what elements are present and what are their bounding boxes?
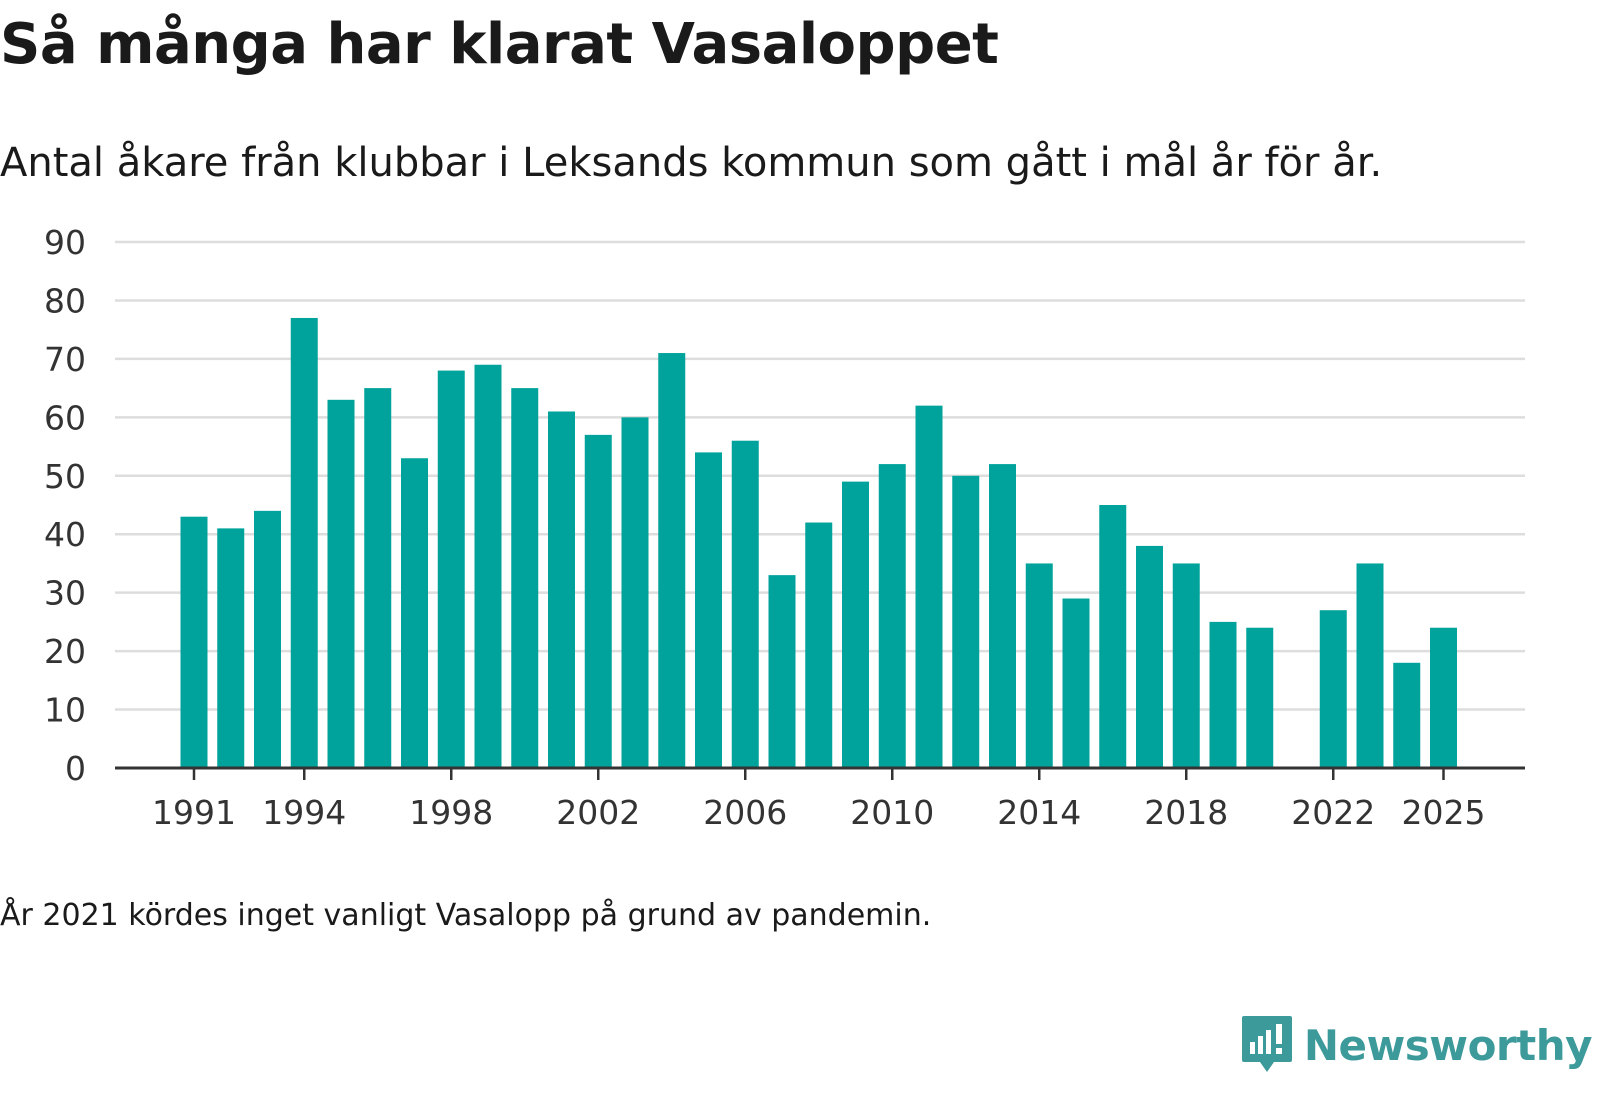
y-axis-ticks: 0 10 20 30 40 50 60 70 80 90	[44, 223, 86, 788]
x-tick-label: 2010	[850, 793, 934, 832]
y-tick-label: 10	[44, 691, 86, 730]
bar-2025	[1430, 627, 1457, 768]
x-tick-label: 2014	[997, 793, 1081, 832]
bar-2020	[1246, 627, 1274, 768]
bar-1991	[180, 516, 208, 768]
y-tick-label: 70	[44, 340, 86, 379]
bar-2007	[768, 575, 796, 768]
bar-2015	[1062, 598, 1090, 768]
y-tick-label: 50	[44, 457, 86, 496]
chart-subtitle: Antal åkare från klubbar i Leksands komm…	[0, 140, 1383, 186]
bar-2005	[695, 452, 722, 768]
footnote: År 2021 kördes inget vanligt Vasalopp på…	[0, 898, 932, 933]
y-tick-label: 40	[44, 515, 86, 554]
x-axis-ticks: 1991 1994 1998 2002 2006 2010 2014 2018 2022 2025	[152, 768, 1485, 832]
y-tick-label: 0	[65, 749, 86, 788]
bar-2014	[1025, 563, 1053, 768]
x-tick-label: 2025	[1402, 793, 1486, 832]
bar-2002	[584, 434, 612, 768]
y-tick-label: 60	[44, 398, 86, 437]
y-tick-label: 80	[44, 281, 86, 320]
bar-2009	[842, 481, 869, 768]
bar-1995	[327, 399, 355, 768]
bar-2016	[1099, 505, 1127, 768]
bar-1997	[401, 458, 428, 768]
bar-2011	[915, 405, 943, 768]
bar-2013	[989, 464, 1016, 768]
bar-2003	[621, 417, 649, 768]
bar-2010	[878, 464, 906, 768]
bar-2001	[548, 411, 575, 768]
chart-title: Så många har klarat Vasaloppet	[0, 12, 999, 77]
newsworthy-icon	[1241, 1016, 1292, 1072]
x-tick-label: 2002	[556, 793, 640, 832]
y-tick-label: 90	[44, 223, 86, 262]
bar-2024	[1393, 662, 1421, 768]
x-tick-label: 2006	[703, 793, 787, 832]
bar-2000	[511, 388, 539, 768]
bar-2006	[731, 440, 759, 768]
x-tick-label: 1994	[262, 793, 346, 832]
bar-2018	[1172, 563, 1200, 768]
bar-1992	[217, 528, 245, 768]
newsworthy-logo: Newsworthy	[1240, 1014, 1593, 1076]
x-tick-label: 2018	[1144, 793, 1228, 832]
y-tick-label: 30	[44, 574, 86, 613]
bar-1996	[364, 388, 392, 768]
bar-1993	[254, 510, 281, 768]
bar-2008	[805, 522, 833, 768]
brand-name: Newsworthy	[1303, 1020, 1593, 1070]
bar-2019	[1209, 621, 1237, 768]
bar-1999	[474, 364, 502, 768]
x-tick-label: 1991	[152, 793, 236, 832]
bar-chart: 0 10 20 30 40 50 60 70 80 90 1991 1994 1998 2002 2006…	[44, 223, 1525, 832]
bar-2017	[1136, 545, 1163, 768]
bar-2012	[952, 475, 980, 768]
y-tick-label: 20	[44, 632, 86, 671]
x-tick-label: 2022	[1291, 793, 1375, 832]
x-tick-label: 1998	[409, 793, 493, 832]
bar-2022	[1319, 610, 1347, 768]
bar-1994	[290, 317, 318, 768]
bar-1998	[437, 370, 465, 768]
bars	[180, 317, 1457, 768]
bar-2023	[1356, 563, 1384, 768]
bar-2004	[658, 353, 686, 768]
